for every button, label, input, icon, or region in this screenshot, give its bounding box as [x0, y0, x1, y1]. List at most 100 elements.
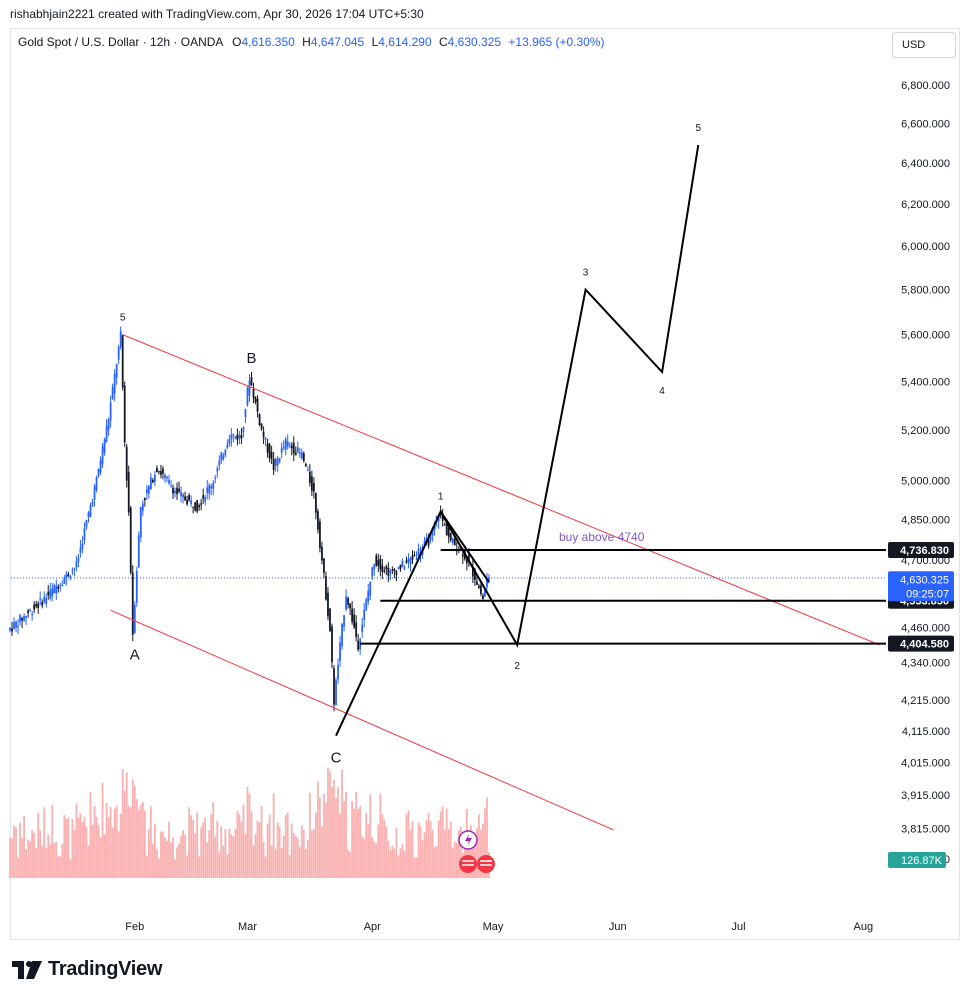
candle-body	[77, 557, 80, 562]
candle-body	[407, 558, 410, 562]
candle-body	[367, 590, 370, 602]
volume-bar	[393, 848, 396, 878]
candle-body	[409, 558, 412, 565]
candle-body	[310, 476, 313, 491]
tradingview-wordmark: TradingView	[48, 958, 163, 980]
volume-bar	[87, 845, 90, 878]
volume-bar	[49, 844, 52, 878]
candle-body	[423, 540, 426, 545]
last-price-tag[interactable]	[888, 571, 954, 602]
symbol-title[interactable]: Gold Spot / U.S. Dollar · 12h · OANDA	[18, 35, 223, 49]
volume-bar	[365, 813, 368, 878]
candle-body	[27, 610, 30, 614]
low-label: L	[371, 35, 379, 49]
candle-body	[258, 414, 261, 425]
volume-tag[interactable]	[888, 852, 946, 868]
candle-body	[415, 558, 418, 560]
tradingview-logo[interactable]: TradingView	[12, 958, 162, 981]
time-axis[interactable]: Feb Mar Apr May Jun Jul Aug	[125, 921, 873, 933]
candle-body	[105, 425, 108, 443]
candle-body	[272, 458, 275, 471]
volume-bar	[333, 779, 335, 878]
candle-body	[298, 452, 301, 455]
volume-bar	[182, 830, 184, 878]
candle-body	[13, 622, 15, 630]
candle-body	[389, 570, 392, 574]
volume-bar	[437, 820, 440, 878]
candle-body	[242, 427, 245, 433]
currency-button[interactable]: USD	[892, 32, 956, 58]
volume-bar	[123, 790, 126, 878]
drawing-channel-upper[interactable]	[122, 334, 880, 646]
volume-bar	[302, 829, 305, 878]
price-axis-label: 5,000.000	[901, 475, 950, 487]
candle-body	[349, 603, 352, 609]
volume-bar	[147, 829, 150, 878]
candle-body	[198, 505, 201, 508]
level-price-tag[interactable]	[888, 542, 954, 559]
drawing-channel-lower[interactable]	[110, 609, 615, 831]
candle-body	[413, 555, 416, 557]
us-flag-icon[interactable]	[459, 855, 477, 873]
volume-bar	[216, 820, 219, 878]
candle-body	[473, 569, 476, 580]
candle-body	[67, 574, 70, 577]
candle-body	[471, 566, 474, 577]
volume-bar	[379, 793, 382, 878]
candle-body	[194, 502, 197, 511]
candle-body	[306, 469, 309, 471]
candle-body	[87, 512, 90, 518]
candle-body	[447, 527, 450, 537]
us-flag-icon-2[interactable]	[477, 855, 495, 873]
volume-bar	[421, 840, 424, 878]
change-value: +13.965 (+0.30%)	[508, 35, 605, 49]
volume-bar	[188, 807, 191, 878]
price-axis[interactable]: 3,725.0003,815.0003,915.0004,015.0004,11…	[888, 80, 954, 868]
volume-bar	[383, 819, 386, 878]
candle-body	[103, 439, 106, 453]
volume-bar	[166, 840, 168, 878]
volume-bar	[113, 808, 116, 878]
candle-body	[341, 623, 343, 647]
volume-bar	[43, 807, 46, 878]
candle-body	[262, 431, 265, 438]
candle-body	[188, 495, 191, 500]
low-value: 4,614.290	[378, 35, 432, 49]
volume-bar	[387, 840, 390, 878]
price-axis-label: 4,700.000	[901, 555, 950, 567]
candle-body	[347, 597, 349, 605]
candle-body	[467, 555, 470, 562]
volume-bar	[234, 828, 237, 878]
volume-bar	[19, 822, 21, 878]
volume-bar	[151, 843, 154, 878]
drawing-wave-projection[interactable]	[335, 144, 700, 737]
volume-bar	[73, 829, 76, 878]
volume-bar	[69, 859, 72, 878]
drawing-wave-1-2-line[interactable]	[439, 511, 490, 583]
candle-body	[375, 555, 378, 566]
candle-body	[335, 680, 337, 706]
volume-bar	[59, 856, 62, 878]
volume-bar	[53, 843, 56, 878]
candle-body	[238, 435, 241, 439]
candle-body	[121, 335, 124, 388]
candlesticks	[9, 326, 490, 712]
volume-bar	[67, 817, 70, 878]
candle-body	[437, 515, 440, 522]
volume-tag-text: 126.87K	[901, 855, 943, 867]
candle-body	[61, 585, 64, 587]
candle-body	[174, 490, 176, 494]
volume-bar	[433, 847, 436, 878]
candle-body	[190, 500, 193, 504]
volume-bar	[469, 825, 472, 878]
candle-body	[232, 434, 235, 436]
event-icons[interactable]	[458, 830, 495, 873]
candle-body	[23, 615, 25, 621]
wave-label: 5	[695, 123, 701, 134]
candle-body	[93, 486, 96, 500]
candle-body	[147, 485, 150, 494]
candle-body	[387, 568, 390, 577]
level-price-tag[interactable]	[888, 635, 954, 652]
volume-bar	[264, 856, 267, 878]
